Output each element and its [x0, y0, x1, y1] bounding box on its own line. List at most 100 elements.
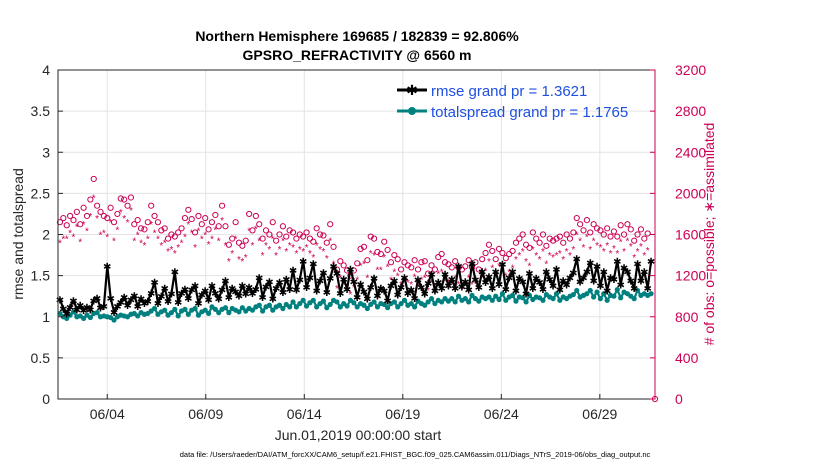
obs-possible-marker	[107, 204, 114, 211]
rmse-point: ✱	[127, 295, 135, 306]
obs-possible-marker	[252, 212, 259, 220]
totalspread-point	[334, 299, 340, 305]
obs-possible-marker	[624, 221, 631, 228]
obs-assimilated-marker: *	[281, 237, 285, 248]
obs-possible-marker	[208, 219, 216, 226]
rmse-point: ✱	[93, 294, 101, 305]
obs-assimilated-marker: *	[582, 243, 586, 254]
rmse-point: ✱	[336, 289, 344, 300]
obs-assimilated-marker: *	[487, 257, 491, 268]
rmse-point: ✱	[643, 284, 651, 295]
y-tick-label-right: 400	[675, 350, 699, 366]
totalspread-point	[354, 304, 360, 310]
rmse-point: ✱	[444, 281, 452, 292]
y-tick-label-left: 0.5	[31, 350, 51, 366]
rmse-point: ✱	[417, 283, 425, 294]
obs-assimilated-marker: *	[467, 274, 471, 285]
y-tick-label-right: 3200	[675, 62, 706, 78]
obs-assimilated-marker: *	[514, 255, 518, 266]
totalspread-point	[574, 287, 580, 294]
obs-assimilated-marker: *	[284, 247, 288, 258]
obs-assimilated-marker: *	[72, 233, 76, 244]
rmse-point: ✱	[356, 280, 364, 291]
obs-assimilated-marker: *	[240, 257, 244, 268]
y-axis-left-label: rmse and totalspread	[10, 168, 26, 300]
rmse-point: ✱	[610, 275, 618, 286]
rmse-point: ✱	[329, 262, 337, 273]
totalspread-point	[361, 302, 367, 308]
totalspread-point	[425, 299, 431, 305]
rmse-point: ✱	[201, 286, 209, 297]
y-tick-label-right: 1600	[675, 227, 706, 243]
rmse-point: ✱	[441, 270, 449, 281]
totalspread-point	[182, 306, 188, 312]
y-tick-label-left: 0	[42, 391, 50, 407]
obs-possible-marker	[604, 225, 611, 232]
obs-assimilated-marker: *	[615, 249, 619, 260]
totalspread-point	[205, 310, 212, 317]
obs-possible-marker	[364, 257, 371, 264]
totalspread-point	[226, 310, 232, 316]
totalspread-point	[195, 312, 202, 318]
obs-assimilated-marker: *	[480, 274, 484, 285]
totalspread-point	[249, 307, 256, 313]
rmse-point: ✱	[431, 286, 439, 297]
obs-assimilated-marker: *	[65, 235, 69, 246]
totalspread-point	[192, 305, 198, 312]
rmse-point: ✱	[616, 281, 624, 292]
totalspread-point	[462, 296, 468, 302]
totalspread-point	[469, 292, 475, 298]
obs-possible-marker	[337, 258, 344, 265]
obs-assimilated-marker: *	[646, 246, 650, 257]
legend: ✱ rmse grand pr = 1.3621 totalspread gra…	[397, 82, 628, 121]
obs-possible-marker	[560, 239, 567, 246]
y-tick-label-right: 800	[675, 309, 699, 325]
totalspread-point	[337, 304, 343, 310]
rmse-point: ✱	[583, 268, 591, 279]
totalspread-point	[385, 305, 391, 311]
y-tick-label-left: 3.5	[31, 103, 51, 119]
rmse-point: ✱	[191, 281, 199, 292]
obs-assimilated-marker: *	[105, 233, 109, 244]
totalspread-point	[216, 310, 222, 316]
obs-possible-marker	[597, 227, 604, 234]
totalspread-point	[344, 303, 350, 309]
rmse-point: ✱	[400, 273, 408, 284]
obs-possible-marker	[627, 226, 634, 233]
obs-assimilated-marker: *	[61, 235, 65, 246]
obs-possible-marker	[80, 204, 87, 211]
obs-possible-marker	[340, 262, 347, 269]
obs-assimilated-marker: *	[548, 251, 552, 262]
obs-assimilated-marker: *	[625, 237, 629, 248]
obs-possible-marker	[97, 208, 104, 215]
rmse-point: ✱	[579, 273, 587, 284]
rmse-point: ✱	[535, 278, 543, 289]
rmse-point: ✱	[414, 276, 422, 287]
totalspread-point	[175, 313, 181, 319]
obs-possible-marker	[499, 249, 506, 257]
obs-assimilated-marker: *	[372, 251, 376, 262]
obs-assimilated-marker: *	[298, 245, 302, 256]
y-tick-label-right: 2800	[675, 103, 706, 119]
totalspread-point	[303, 303, 310, 309]
rmse-point: ✱	[204, 295, 212, 306]
obs-assimilated-marker: *	[534, 251, 538, 262]
obs-assimilated-marker: *	[419, 276, 423, 287]
obs-assimilated-marker: *	[220, 216, 224, 227]
totalspread-point	[239, 305, 245, 311]
totalspread-point	[428, 296, 435, 302]
totalspread-point	[513, 298, 519, 304]
obs-assimilated-marker: *	[629, 242, 633, 253]
obs-assimilated-marker: *	[169, 245, 173, 256]
obs-assimilated-marker: *	[507, 268, 511, 279]
totalspread-point	[320, 298, 327, 304]
obs-assimilated-marker: *	[376, 265, 380, 276]
rmse-point: ✱	[272, 284, 280, 295]
obs-possible-marker	[127, 194, 135, 201]
obs-assimilated-marker: *	[636, 247, 640, 258]
obs-assimilated-marker: *	[528, 261, 532, 272]
obs-assimilated-marker: *	[585, 233, 589, 244]
rmse-point: ✱	[637, 277, 645, 288]
obs-assimilated-marker: *	[308, 249, 312, 260]
